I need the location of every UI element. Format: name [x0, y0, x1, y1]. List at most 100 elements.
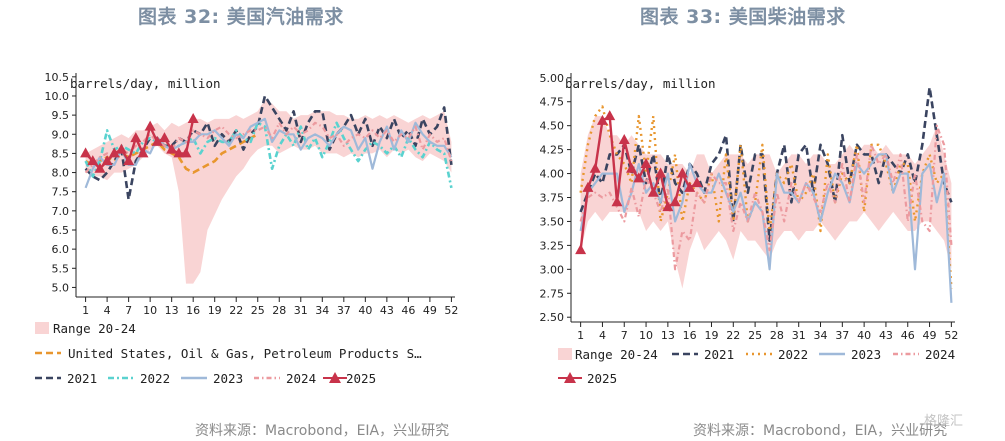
series-point-2025 — [647, 186, 659, 197]
series-point-2025 — [123, 155, 135, 166]
series-point-2025 — [662, 201, 674, 212]
series-point-2025 — [137, 147, 149, 158]
x-tick-label: 22 — [726, 329, 740, 342]
legend-label: Range 20-24 — [53, 321, 136, 336]
y-tick-label: 3.25 — [540, 239, 565, 252]
y-tick-label: 9.0 — [52, 128, 70, 141]
legend-label: 2025 — [346, 371, 376, 386]
x-tick-label: 1 — [82, 304, 89, 317]
x-tick-label: 49 — [423, 304, 437, 317]
legend-swatch-range — [35, 322, 49, 334]
y-tick-label: 7.0 — [52, 205, 70, 218]
series-point-2025 — [151, 135, 163, 146]
series-point-2025 — [596, 114, 608, 125]
series-point-2025 — [180, 147, 192, 158]
x-tick-label: 52 — [444, 304, 458, 317]
legend-left: Range 20-24 United States, Oil & Gas, Pet… — [35, 321, 422, 386]
x-tick-label: 25 — [748, 329, 762, 342]
watermark-logo: 格隆汇 — [924, 414, 964, 429]
series-point-2025 — [130, 132, 142, 143]
x-tick-label: 16 — [186, 304, 200, 317]
series-point-2025 — [575, 244, 587, 255]
series-point-2025 — [187, 112, 199, 123]
legend-label: United States, Oil & Gas, Petroleum Prod… — [68, 346, 422, 361]
x-tick-label: 16 — [683, 329, 697, 342]
x-tick-label: 19 — [208, 304, 222, 317]
y-tick-label: 2.50 — [540, 311, 565, 324]
series-point-2025 — [94, 162, 106, 173]
x-tick-label: 4 — [599, 329, 606, 342]
x-tick-label: 19 — [704, 329, 718, 342]
y-tick-label: 4.00 — [540, 168, 565, 181]
y-tick-label: 8.5 — [52, 147, 70, 160]
y-tick-label: 4.50 — [540, 120, 565, 133]
legend-right: Range 20-24 2021 2022 2023 2024 2025 — [558, 347, 955, 386]
x-tick-label: 7 — [125, 304, 132, 317]
x-tick-label: 37 — [337, 304, 351, 317]
chart-title-left: 图表 32: 美国汽油需求 — [138, 6, 344, 28]
series-line-2023 — [579, 153, 953, 303]
legend-label: 2021 — [704, 347, 734, 362]
x-tick-label: 10 — [143, 304, 157, 317]
y-tick-label: 2.75 — [540, 287, 565, 300]
series-point-2025 — [108, 147, 120, 158]
legend-label: 2022 — [140, 371, 170, 386]
legend-label: 2023 — [851, 347, 881, 362]
x-tick-label: 52 — [944, 329, 958, 342]
legend-label: 2021 — [67, 371, 97, 386]
series-point-2025 — [173, 147, 185, 158]
x-tick-label: 22 — [229, 304, 243, 317]
x-tick-label: 43 — [879, 329, 893, 342]
x-tick-label: 31 — [294, 304, 308, 317]
chart-right: 2.50 2.75 3.00 3.25 3.50 3.75 4.00 4.25 4.50 4.75… — [540, 72, 959, 386]
y-tick-label: 5.00 — [540, 72, 565, 85]
x-tick-label: 13 — [165, 304, 179, 317]
series-point-2025 — [633, 172, 645, 183]
x-tick-label: 7 — [621, 329, 628, 342]
x-tick-label: 46 — [401, 304, 415, 317]
series-point-2025 — [640, 157, 652, 168]
y-tick-label: 5.5 — [52, 262, 70, 275]
x-tick-label: 34 — [315, 304, 329, 317]
y-axis-label: barrels/day, million — [70, 76, 221, 91]
series-point-2025 — [589, 162, 601, 173]
x-tick-label: 25 — [251, 304, 265, 317]
y-tick-label: 6.5 — [52, 224, 70, 237]
y-tick-label: 3.75 — [540, 192, 565, 205]
x-tick-label: 34 — [814, 329, 828, 342]
legend-label: 2025 — [587, 371, 617, 386]
series-point-2025 — [626, 162, 638, 173]
x-tick-label: 28 — [272, 304, 286, 317]
x-tick-label: 46 — [901, 329, 915, 342]
y-tick-label: 10.5 — [45, 71, 70, 84]
y-tick-label: 3.50 — [540, 215, 565, 228]
series-point-2025 — [691, 177, 703, 188]
source-note-right: 资料来源：Macrobond，EIA，兴业研究 — [693, 423, 948, 439]
x-tick-label: 4 — [104, 304, 111, 317]
x-tick-label: 13 — [661, 329, 675, 342]
series-point-2025 — [582, 181, 594, 192]
y-tick-label: 7.5 — [52, 186, 70, 199]
series-point-2025 — [101, 155, 113, 166]
y-tick-label: 5.0 — [52, 281, 70, 294]
legend-swatch-range — [558, 348, 572, 360]
y-axis-label: barrels/day, million — [565, 76, 716, 91]
x-tick-label: 49 — [923, 329, 937, 342]
legend-label: 2024 — [286, 371, 316, 386]
series-point-2025 — [684, 181, 696, 192]
x-tick-label: 37 — [835, 329, 849, 342]
y-tick-label: 10.0 — [45, 90, 70, 103]
series-point-2025 — [669, 196, 681, 207]
x-tick-label: 40 — [358, 304, 372, 317]
series-point-2025 — [166, 143, 178, 154]
chart-title-right: 图表 33: 美国柴油需求 — [640, 6, 846, 28]
legend-label: Range 20-24 — [575, 347, 658, 362]
series-point-2025 — [676, 167, 688, 178]
y-tick-label: 9.5 — [52, 109, 70, 122]
legend-label: 2023 — [213, 371, 243, 386]
x-tick-label: 10 — [639, 329, 653, 342]
chart-left: 5.0 5.5 6.0 6.5 7.0 7.5 8.0 8.5 9.0 9.5 10.0 10.5 1 4… — [35, 71, 458, 386]
y-tick-label: 4.75 — [540, 96, 565, 109]
series-point-2025 — [115, 143, 127, 154]
x-tick-label: 28 — [770, 329, 784, 342]
